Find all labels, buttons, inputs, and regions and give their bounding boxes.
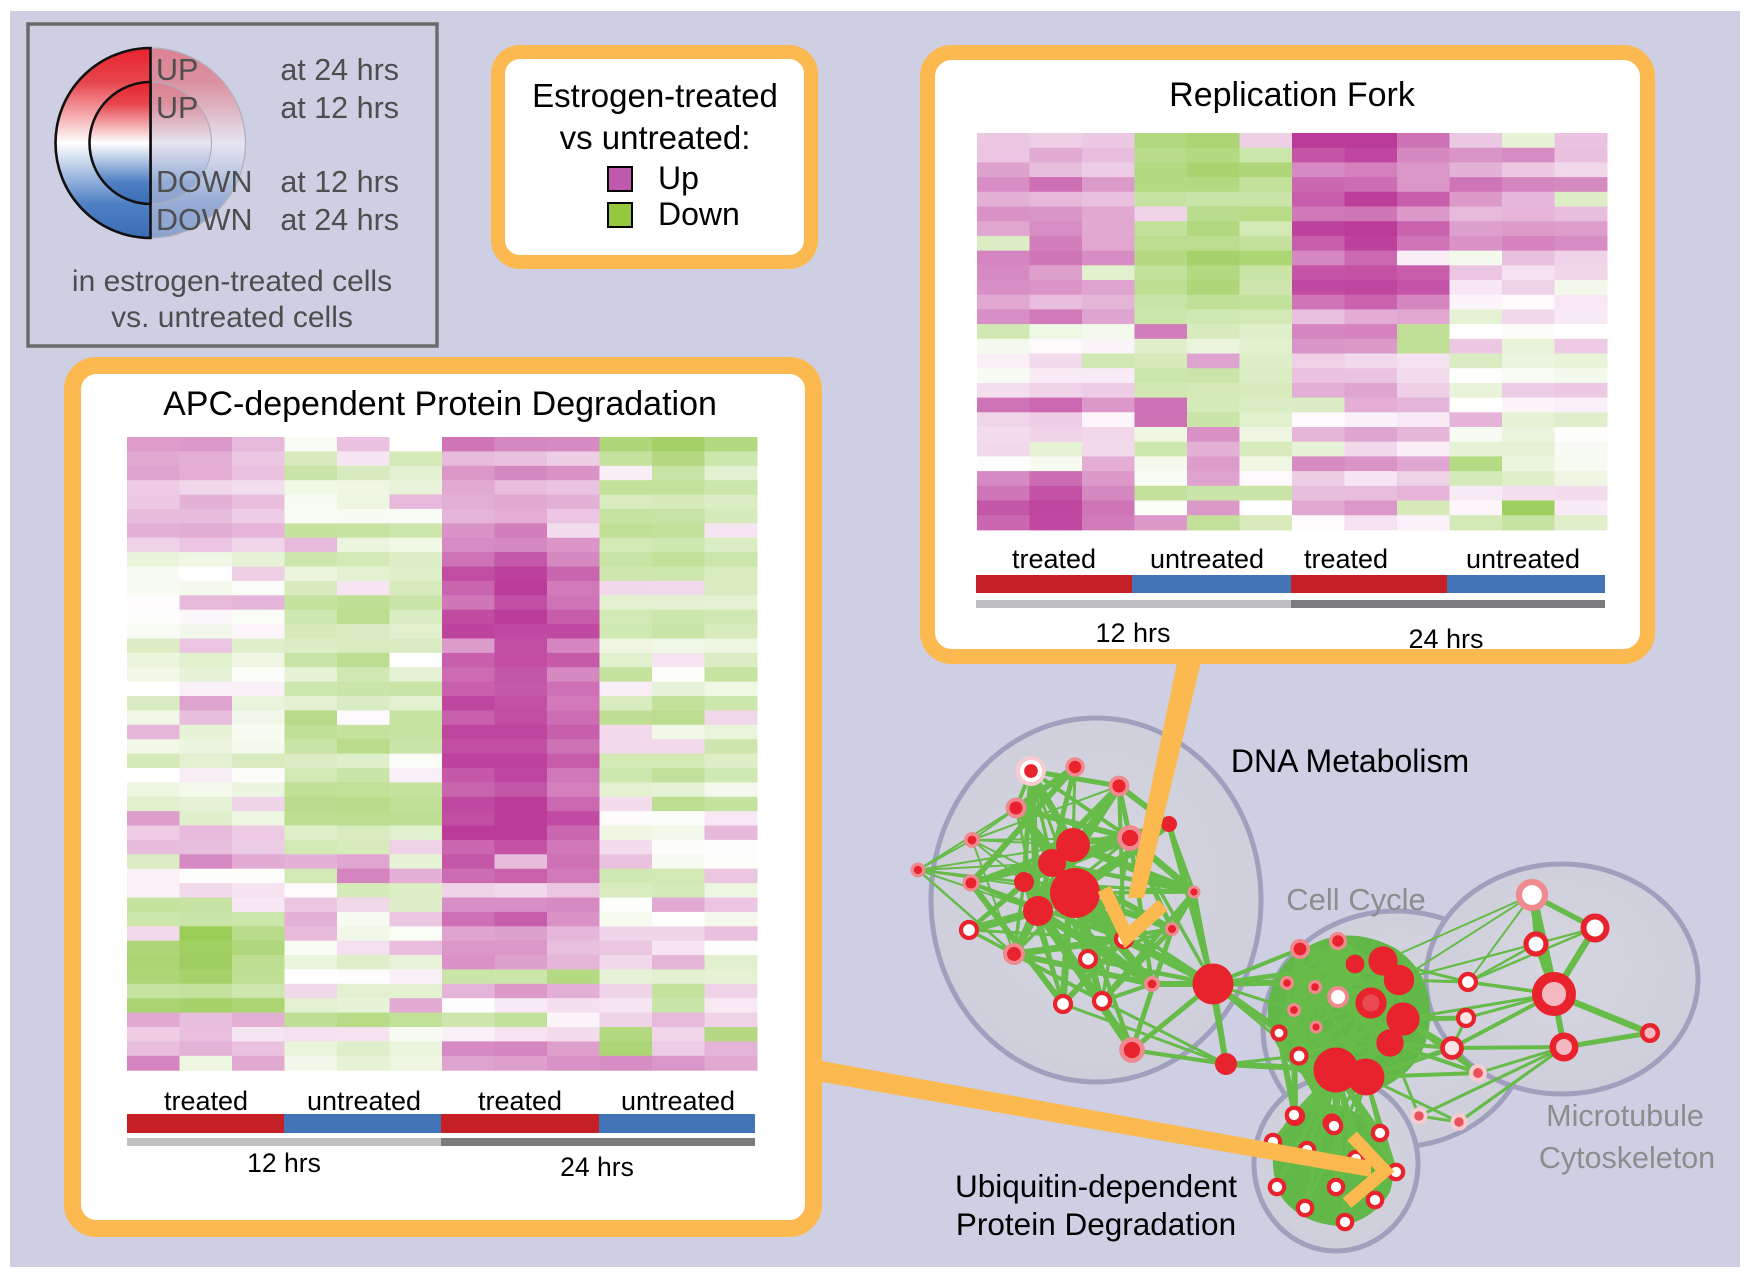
- svg-text:Up: Up: [658, 160, 699, 196]
- svg-text:untreated: untreated: [621, 1086, 735, 1116]
- svg-text:Down: Down: [658, 196, 740, 232]
- svg-text:at 12 hrs: at 12 hrs: [280, 165, 399, 199]
- svg-text:treated: treated: [1304, 544, 1388, 574]
- svg-text:24 hrs: 24 hrs: [560, 1152, 634, 1182]
- svg-text:12 hrs: 12 hrs: [1095, 618, 1170, 648]
- svg-text:treated: treated: [164, 1086, 248, 1116]
- svg-text:12 hrs: 12 hrs: [247, 1148, 321, 1178]
- svg-text:Estrogen-treated: Estrogen-treated: [532, 77, 778, 114]
- svg-text:untreated: untreated: [1466, 544, 1580, 574]
- svg-text:Protein Degradation: Protein Degradation: [956, 1206, 1236, 1242]
- svg-text:APC-dependent Protein Degradat: APC-dependent Protein Degradation: [163, 385, 717, 423]
- svg-text:DOWN: DOWN: [156, 203, 253, 237]
- svg-text:treated: treated: [478, 1086, 562, 1116]
- svg-text:Ubiquitin-dependent: Ubiquitin-dependent: [955, 1168, 1237, 1204]
- svg-text:24 hrs: 24 hrs: [1408, 624, 1483, 654]
- svg-text:untreated: untreated: [307, 1086, 421, 1116]
- svg-text:Microtubule: Microtubule: [1546, 1099, 1704, 1133]
- svg-text:vs untreated:: vs untreated:: [560, 119, 751, 156]
- svg-text:at 24 hrs: at 24 hrs: [280, 203, 399, 237]
- svg-text:at 24 hrs: at 24 hrs: [280, 53, 399, 87]
- svg-text:DOWN: DOWN: [156, 165, 253, 199]
- svg-text:UP: UP: [156, 91, 198, 125]
- svg-text:Replication Fork: Replication Fork: [1169, 76, 1416, 114]
- svg-text:in estrogen-treated cells: in estrogen-treated cells: [72, 265, 392, 298]
- svg-text:treated: treated: [1012, 544, 1096, 574]
- svg-text:Cell Cycle: Cell Cycle: [1286, 882, 1426, 917]
- svg-text:vs. untreated cells: vs. untreated cells: [111, 301, 353, 334]
- svg-text:untreated: untreated: [1150, 544, 1264, 574]
- svg-text:Cytoskeleton: Cytoskeleton: [1539, 1141, 1715, 1175]
- svg-text:UP: UP: [156, 53, 198, 87]
- svg-text:DNA Metabolism: DNA Metabolism: [1231, 743, 1469, 779]
- svg-text:at 12 hrs: at 12 hrs: [280, 91, 399, 125]
